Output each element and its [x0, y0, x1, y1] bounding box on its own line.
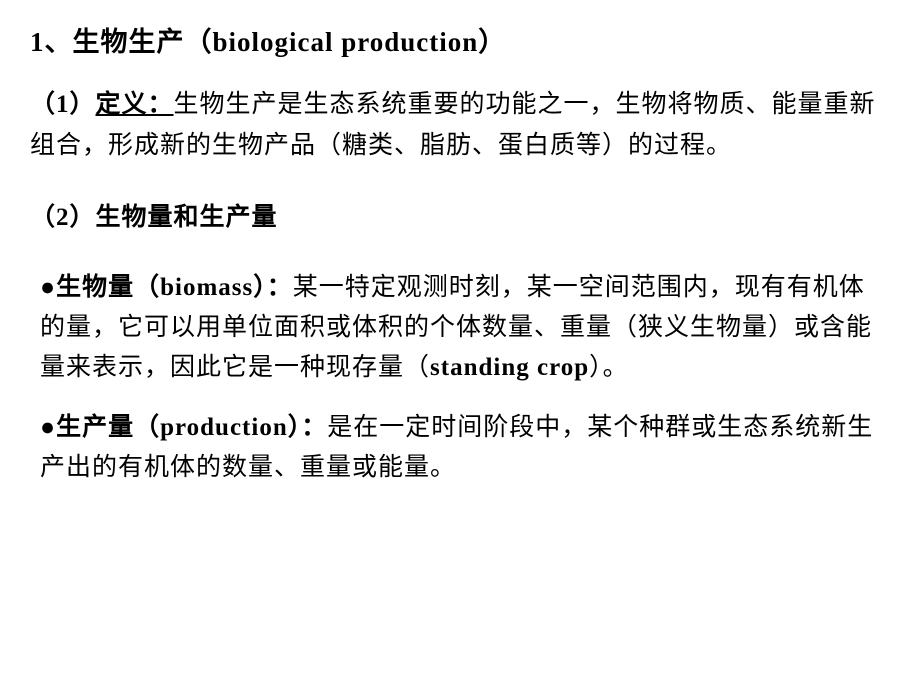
section-1-number: （1）: [30, 91, 96, 118]
bullet-item-production: ●生产量（production）：是在一定时间阶段中，某个种群或生态系统新生产出…: [30, 408, 890, 488]
term-standing-crop: standing crop: [430, 354, 589, 381]
page-title: 1、生物生产（biological production）: [30, 20, 890, 59]
term-production: 生产量（production）：: [56, 414, 327, 441]
section-1-paragraph: （1）定义：生物生产是生态系统重要的功能之一，生物将物质、能量重新组合，形成新的…: [30, 84, 890, 167]
section-2-header: （2）生物量和生产量: [30, 197, 890, 233]
definition-label: 定义：: [96, 91, 174, 118]
term-biomass: 生物量（biomass）：: [56, 274, 293, 301]
bullet-item-biomass: ●生物量（biomass）：某一特定观测时刻，某一空间范围内，现有有机体的量，它…: [30, 268, 890, 388]
bullet-marker: ●: [40, 414, 56, 441]
biomass-text-end: ）。: [589, 354, 629, 381]
bullet-marker: ●: [40, 274, 56, 301]
